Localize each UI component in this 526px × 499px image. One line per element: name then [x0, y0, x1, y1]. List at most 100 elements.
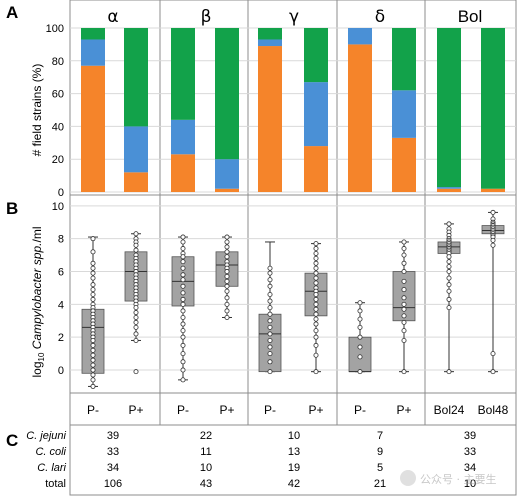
data-point-5-6	[313, 270, 319, 276]
data-point-7-2	[401, 252, 407, 258]
panel-label-a: A	[6, 3, 18, 22]
data-point-5-16	[313, 316, 319, 322]
data-point-7-12	[401, 328, 407, 334]
data-point-7-5	[401, 278, 407, 284]
data-point-0-0	[90, 236, 96, 242]
data-point-5-19	[313, 334, 319, 340]
bar-segment-2-2	[171, 28, 195, 120]
data-point-5-4	[313, 260, 319, 266]
y-tick-a-20: 20	[52, 154, 64, 166]
data-point-8-14	[446, 254, 452, 260]
bar-segment-2-1	[171, 119, 195, 155]
data-point-3-3	[224, 249, 230, 255]
watermark: 公众号 · 主要生	[400, 470, 497, 486]
data-point-3-8	[224, 269, 230, 275]
data-point-5-11	[313, 291, 319, 297]
data-point-4-1	[267, 270, 273, 276]
data-point-5-7	[313, 275, 319, 281]
bar-segment-8-1	[437, 187, 461, 189]
data-point-0-2	[90, 260, 96, 266]
data-point-2-13	[180, 308, 186, 314]
y-axis-label-a: # field strains (%)	[30, 64, 44, 157]
data-point-4-10	[267, 331, 273, 337]
bar-segment-9-2	[481, 28, 505, 189]
data-point-2-10	[180, 290, 186, 296]
bar-segment-2-0	[171, 154, 195, 192]
bar-segment-4-0	[258, 46, 282, 192]
data-point-3-16	[224, 314, 230, 320]
data-point-0-21	[90, 337, 96, 343]
data-point-9-13	[490, 242, 496, 248]
cell-0-3: 7	[377, 430, 383, 442]
data-point-7-11	[401, 319, 407, 325]
x-label-6: P-	[354, 403, 366, 417]
data-point-1-0	[133, 231, 139, 237]
figure-frame	[69, 0, 517, 496]
data-point-7-1	[401, 246, 407, 252]
bar-segment-6-0	[348, 44, 372, 193]
data-point-3-9	[224, 273, 230, 279]
bar-segment-5-0	[304, 146, 328, 192]
data-point-5-20	[313, 342, 319, 348]
y-tick-a-0: 0	[58, 187, 64, 199]
data-point-0-1	[90, 249, 96, 255]
data-point-0-29	[90, 377, 96, 383]
data-point-2-0	[180, 234, 186, 240]
data-point-6-3	[357, 324, 363, 330]
bar-segment-1-1	[124, 126, 148, 173]
data-point-2-7	[180, 272, 186, 278]
data-point-3-14	[224, 301, 230, 307]
data-point-9-15	[490, 369, 496, 375]
data-point-7-10	[401, 313, 407, 319]
watermark-text: 公众号 · 主要生	[420, 472, 497, 486]
data-point-5-5	[313, 265, 319, 271]
data-point-8-18	[446, 275, 452, 281]
data-point-7-3	[401, 260, 407, 266]
data-point-4-3	[267, 283, 273, 289]
data-point-2-5	[180, 259, 186, 265]
cell-1-2: 13	[288, 446, 300, 458]
y-axis-label-b: log10 Campylobacter spp./ml	[30, 227, 46, 378]
x-label-1: P+	[128, 403, 143, 417]
data-point-5-14	[313, 306, 319, 312]
cell-0-1: 22	[200, 430, 212, 442]
panel-label-b: B	[6, 199, 18, 218]
data-point-0-30	[90, 383, 96, 389]
data-point-6-2	[357, 316, 363, 322]
ylabel-log: log	[30, 361, 44, 377]
data-point-1-26	[133, 331, 139, 337]
data-point-5-15	[313, 311, 319, 317]
data-point-2-12	[180, 301, 186, 307]
data-point-4-2	[267, 277, 273, 283]
data-point-3-12	[224, 288, 230, 294]
bar-segment-5-1	[304, 82, 328, 147]
cell-1-4: 33	[464, 446, 476, 458]
data-point-0-7	[90, 287, 96, 293]
data-point-4-0	[267, 265, 273, 271]
data-point-2-2	[180, 246, 186, 252]
data-point-8-21	[446, 296, 452, 302]
bar-segment-6-1	[348, 28, 372, 45]
bar-segment-8-0	[437, 188, 461, 192]
data-point-8-16	[446, 264, 452, 270]
data-point-2-16	[180, 328, 186, 334]
header-gamma: γ	[289, 7, 299, 27]
data-point-5-1	[313, 246, 319, 252]
data-point-1-23	[133, 314, 139, 320]
cell-3-0: 106	[104, 478, 122, 490]
ylabel-unit: /ml	[30, 227, 44, 243]
y-tick-a-80: 80	[52, 56, 64, 68]
data-point-6-1	[357, 308, 363, 314]
data-point-2-4	[180, 254, 186, 260]
bar-segment-0-1	[81, 39, 105, 66]
data-point-1-22	[133, 310, 139, 316]
cell-3-3: 21	[374, 478, 386, 490]
data-point-6-7	[357, 369, 363, 375]
data-point-8-15	[446, 259, 452, 265]
y-tick-a-40: 40	[52, 121, 64, 133]
data-point-3-2	[224, 244, 230, 250]
data-point-5-17	[313, 321, 319, 327]
data-point-1-28	[133, 369, 139, 375]
data-point-5-21	[313, 352, 319, 358]
data-point-5-12	[313, 296, 319, 302]
